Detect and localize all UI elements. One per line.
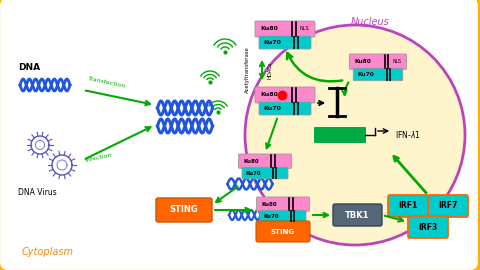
FancyBboxPatch shape <box>259 36 311 49</box>
FancyBboxPatch shape <box>256 221 310 242</box>
Text: STING: STING <box>271 228 295 235</box>
Text: Nucleus: Nucleus <box>350 17 389 27</box>
FancyBboxPatch shape <box>255 21 315 37</box>
FancyBboxPatch shape <box>242 167 288 179</box>
FancyBboxPatch shape <box>333 204 382 226</box>
Text: Transfection: Transfection <box>88 76 127 89</box>
Text: IRF7: IRF7 <box>438 201 458 211</box>
Ellipse shape <box>245 25 465 245</box>
FancyBboxPatch shape <box>408 216 448 238</box>
Text: Ku80: Ku80 <box>243 159 259 164</box>
Text: Ku70: Ku70 <box>246 171 261 176</box>
Text: TBK1: TBK1 <box>345 211 369 220</box>
Text: Cytoplasm: Cytoplasm <box>22 247 74 257</box>
Text: Ku70: Ku70 <box>357 72 374 77</box>
Text: DNA: DNA <box>18 63 40 72</box>
FancyBboxPatch shape <box>314 127 366 143</box>
Text: Ku80: Ku80 <box>354 59 371 64</box>
FancyBboxPatch shape <box>256 197 310 211</box>
FancyBboxPatch shape <box>428 195 468 217</box>
FancyBboxPatch shape <box>239 154 291 168</box>
Text: Infection: Infection <box>85 152 113 163</box>
Text: Ku70: Ku70 <box>264 214 279 218</box>
Text: Ku70: Ku70 <box>263 40 281 45</box>
Text: Acetyltransferase: Acetyltransferase <box>245 47 250 93</box>
FancyBboxPatch shape <box>156 198 212 222</box>
FancyBboxPatch shape <box>353 68 403 81</box>
FancyBboxPatch shape <box>349 54 407 69</box>
Text: Ku80: Ku80 <box>260 26 278 32</box>
Text: STING: STING <box>169 205 198 214</box>
Text: NLS: NLS <box>300 26 310 32</box>
Text: Ku70: Ku70 <box>263 106 281 111</box>
Text: IFN-$\lambda$1: IFN-$\lambda$1 <box>395 129 420 140</box>
Text: HDACs: HDACs <box>267 61 272 79</box>
FancyBboxPatch shape <box>260 210 306 222</box>
Text: IRF1: IRF1 <box>398 201 418 211</box>
FancyBboxPatch shape <box>388 195 428 217</box>
Text: Ku80: Ku80 <box>260 93 278 97</box>
FancyBboxPatch shape <box>255 87 315 103</box>
Text: NLS: NLS <box>392 59 401 64</box>
FancyBboxPatch shape <box>259 102 311 115</box>
Text: DNA Virus: DNA Virus <box>18 188 57 197</box>
Text: Ku80: Ku80 <box>261 202 276 207</box>
Text: IRF3: IRF3 <box>419 222 438 231</box>
